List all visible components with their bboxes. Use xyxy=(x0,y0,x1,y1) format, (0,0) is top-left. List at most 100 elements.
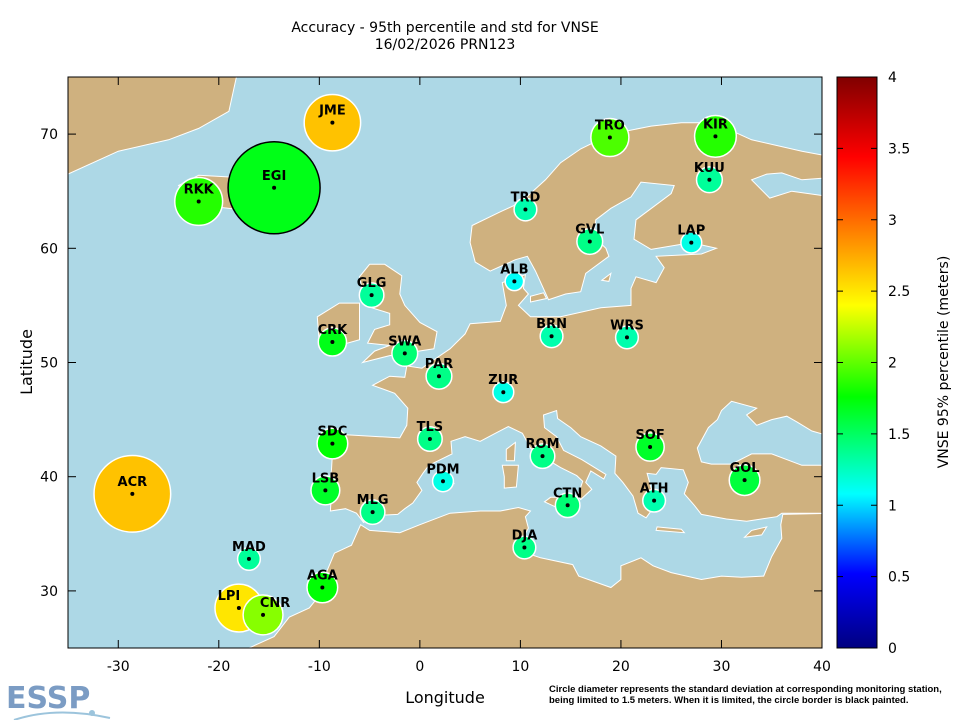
station-label: ATH xyxy=(640,482,669,497)
colorbar-tick-label: 3.5 xyxy=(888,141,910,157)
station-label: CRK xyxy=(318,323,349,338)
y-tick-label: 40 xyxy=(40,470,58,486)
station-rkk xyxy=(174,176,224,227)
footnote-line-1: Circle diameter represents the standard … xyxy=(549,684,942,695)
station-dot xyxy=(440,479,445,484)
colorbar-tick-label: 0.5 xyxy=(888,570,910,586)
station-dot xyxy=(540,454,545,459)
station-dot xyxy=(523,207,528,212)
footnote: Circle diameter represents the standard … xyxy=(549,684,942,706)
station-gol xyxy=(728,464,761,497)
chart-title-block: Accuracy - 95th percentile and std for V… xyxy=(0,20,890,54)
colorbar-ticks: 0 0.5 1 1.5 2 2.5 3 3.5 4 xyxy=(837,70,910,657)
station-jme xyxy=(303,93,362,152)
colorbar-tick-label: 0 xyxy=(888,641,897,657)
colorbar-label: VNSE 95% percentile (meters) xyxy=(936,256,952,469)
station-label: ACR xyxy=(118,475,148,490)
station-layer xyxy=(93,93,761,636)
logo-text: ESSP xyxy=(6,681,90,716)
station-crk xyxy=(317,327,348,357)
x-axis-label: Longitude xyxy=(405,688,485,707)
station-label: PAR xyxy=(425,357,453,372)
station-label: GVL xyxy=(575,222,604,237)
station-dja xyxy=(512,535,537,560)
station-dot xyxy=(330,339,335,344)
station-kir xyxy=(693,114,738,158)
station-dot xyxy=(369,293,374,298)
station-label: MAD xyxy=(232,540,266,555)
y-tick-label: 50 xyxy=(40,356,58,372)
station-swa xyxy=(391,339,419,367)
station-dot xyxy=(261,612,266,617)
station-label: AGA xyxy=(307,568,338,583)
station-dot xyxy=(742,478,747,483)
colorbar-tick-label: 2.5 xyxy=(888,284,910,300)
station-label: LSB xyxy=(312,471,340,486)
station-ctn xyxy=(554,492,581,519)
station-dot xyxy=(648,445,653,450)
station-dot xyxy=(323,488,328,493)
station-dot xyxy=(330,120,335,125)
x-tick-label: 20 xyxy=(612,659,630,675)
station-dot xyxy=(320,585,325,590)
station-dot xyxy=(549,334,554,339)
essp-logo: ESSP xyxy=(6,680,116,724)
station-mad xyxy=(236,546,262,572)
land-polygon xyxy=(68,77,237,175)
x-tick-label: -20 xyxy=(207,659,230,675)
station-lsb xyxy=(310,475,341,506)
station-dot xyxy=(624,335,629,340)
station-label: SOF xyxy=(635,428,664,443)
station-dot xyxy=(512,279,517,284)
plot-area: EGI ACR JME RKK LPI KIR CNR TRO SDC GOL AGA LSB CRK S… xyxy=(68,77,822,648)
station-label: TRO xyxy=(595,119,625,134)
station-ath xyxy=(642,488,667,513)
land-polygon xyxy=(600,272,612,282)
station-label: GLG xyxy=(357,276,387,291)
station-label: KIR xyxy=(703,117,728,132)
station-dot xyxy=(196,199,201,204)
station-kuu xyxy=(695,166,724,194)
x-tick-label: 40 xyxy=(813,659,831,675)
station-label: SWA xyxy=(388,334,421,349)
station-brn xyxy=(539,324,564,349)
land-polygon xyxy=(501,464,519,489)
x-tick-label: 30 xyxy=(713,659,731,675)
y-tick-label: 70 xyxy=(40,127,58,143)
station-trd xyxy=(513,197,538,222)
station-dot xyxy=(370,510,375,515)
station-cnr xyxy=(242,594,284,636)
axes: -30 -20 -10 0 10 20 30 40 30 40 50 60 70 xyxy=(40,77,831,675)
station-dot xyxy=(707,177,712,182)
station-label: CTN xyxy=(553,486,582,501)
y-tick-label: 30 xyxy=(40,584,58,600)
x-tick-label: 0 xyxy=(415,659,424,675)
station-dot xyxy=(565,503,570,508)
station-sof xyxy=(635,432,665,462)
station-label: LAP xyxy=(677,224,705,239)
station-dot xyxy=(246,556,251,561)
station-label: DJA xyxy=(512,529,538,544)
colorbar-tick-label: 1.5 xyxy=(888,427,910,443)
colorbar-tick-label: 1 xyxy=(888,498,897,514)
station-rom xyxy=(529,443,556,470)
station-label: ZUR xyxy=(488,373,518,388)
station-label: RKK xyxy=(184,182,215,197)
y-tick-label: 60 xyxy=(40,241,58,257)
land-polygon xyxy=(655,526,686,534)
station-dot xyxy=(713,134,718,139)
station-label: PDM xyxy=(426,462,459,477)
station-label: ROM xyxy=(526,437,560,452)
station-dot xyxy=(236,606,241,611)
station-label-layer: EGI ACR JME RKK LPI KIR CNR TRO SDC GOL AGA LSB CRK S… xyxy=(118,104,760,611)
station-aga xyxy=(306,571,339,604)
land-layer xyxy=(68,77,822,648)
station-label: LPI xyxy=(218,589,241,604)
station-dot xyxy=(607,135,612,140)
footnote-line-2: being limited to 1.5 meters. When it is … xyxy=(549,695,909,706)
station-dot xyxy=(522,545,527,550)
station-label: BRN xyxy=(536,317,567,332)
chart-subtitle: 16/02/2026 PRN123 xyxy=(374,37,516,53)
station-dot xyxy=(272,185,277,190)
